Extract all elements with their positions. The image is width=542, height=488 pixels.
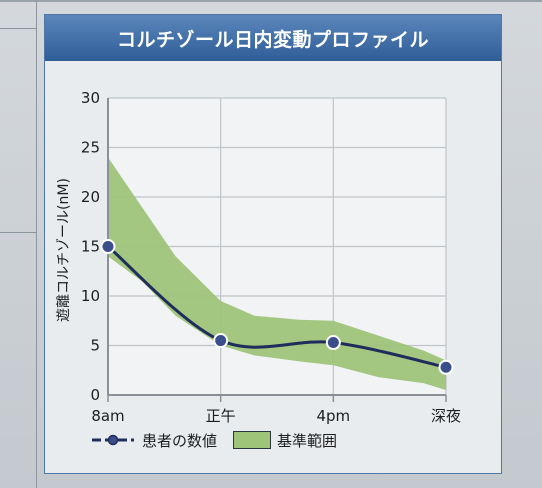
legend-patient-marker bbox=[90, 430, 136, 450]
legend: 患者の数値 基準範囲 bbox=[90, 428, 337, 452]
x-tick-label: 8am bbox=[91, 407, 124, 425]
y-axis-label: 遊離コルチゾール(nM) bbox=[55, 178, 72, 322]
chart-header: コルチゾール日内変動プロファイル bbox=[45, 15, 501, 61]
y-tick-label: 5 bbox=[90, 337, 100, 355]
y-tick-label: 20 bbox=[81, 188, 100, 206]
y-tick-label: 30 bbox=[81, 89, 100, 107]
patient-data-point bbox=[100, 239, 116, 254]
y-tick-label: 10 bbox=[81, 287, 100, 305]
page-rule-left-2 bbox=[0, 232, 36, 233]
legend-reference-label: 基準範囲 bbox=[277, 431, 338, 450]
legend-patient-label: 患者の数値 bbox=[142, 431, 218, 450]
reference-band-group bbox=[108, 157, 446, 391]
x-tick-labels: 8am 正午 4pm 深夜 bbox=[91, 407, 461, 425]
page-rule-top bbox=[0, 0, 542, 2]
legend-reference-swatch bbox=[233, 431, 272, 449]
y-tick-labels: 0 5 10 15 20 25 30 bbox=[81, 89, 100, 404]
page-rule-vertical bbox=[36, 0, 37, 488]
chart-title: コルチゾール日内変動プロファイル bbox=[116, 28, 429, 51]
patient-data-point bbox=[438, 359, 454, 375]
patient-data-point bbox=[213, 333, 229, 349]
x-tick-label: 深夜 bbox=[431, 407, 461, 425]
y-tick-label: 0 bbox=[90, 386, 100, 404]
patient-data-point bbox=[325, 335, 341, 351]
y-tick-label: 15 bbox=[81, 238, 100, 256]
x-tick-label: 4pm bbox=[316, 407, 350, 425]
page-rule-left-1 bbox=[0, 28, 36, 29]
reference-range-band bbox=[108, 157, 446, 391]
patient-series-line bbox=[107, 245, 447, 369]
x-tick-label: 正午 bbox=[206, 407, 236, 425]
y-tick-label: 25 bbox=[81, 139, 100, 157]
series-group bbox=[100, 239, 454, 375]
